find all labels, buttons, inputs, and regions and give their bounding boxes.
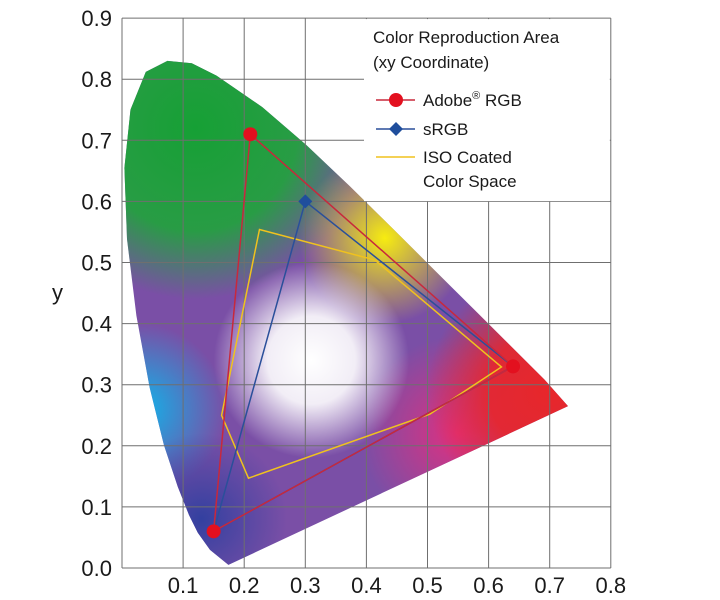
legend-title-line2: (xy Coordinate): [373, 53, 489, 72]
legend-label-adobe-rest: RGB: [480, 91, 522, 110]
legend-swatch-adobe-rgb-marker: [389, 93, 403, 107]
x-tick-label: 0.4: [351, 573, 382, 598]
series-outline-0: [212, 132, 515, 533]
legend-label-iso-line2: Color Space: [423, 172, 517, 191]
legend-label-iso-line1: ISO Coated: [423, 148, 512, 167]
x-tick-label: 0.3: [290, 573, 321, 598]
series-outline-2: [220, 228, 503, 480]
legend-item-iso-coated: ISO Coated Color Space: [376, 148, 517, 191]
y-tick-label: 0.8: [81, 67, 112, 92]
legend-box: [364, 19, 610, 202]
series-layer: [206, 127, 521, 539]
y-tick-label: 0.2: [81, 434, 112, 459]
adobe-rgb-point-2: [206, 524, 221, 539]
legend-label-srgb: sRGB: [423, 120, 468, 139]
x-tick-label: 0.7: [534, 573, 565, 598]
y-tick-label: 0.9: [81, 6, 112, 31]
adobe-rgb-point-1: [243, 127, 258, 142]
y-axis-label: y: [52, 280, 63, 305]
srgb-point-1: [298, 194, 313, 209]
y-tick-label: 0.7: [81, 128, 112, 153]
legend-item-srgb: sRGB: [376, 120, 468, 139]
locus-color-white: [213, 262, 410, 459]
x-tick-label: 0.8: [596, 573, 627, 598]
legend: Color Reproduction Area (xy Coordinate) …: [373, 28, 560, 191]
y-tick-label: 0.6: [81, 189, 112, 214]
x-tick-label: 0.1: [168, 573, 199, 598]
y-tick-label: 0.1: [81, 495, 112, 520]
legend-title-line1: Color Reproduction Area: [373, 28, 560, 47]
legend-label-adobe-rgb: Adobe® RGB: [423, 90, 522, 110]
x-tick-label: 0.5: [412, 573, 443, 598]
legend-background: [364, 19, 610, 202]
locus-color-blue: [124, 433, 287, 565]
legend-item-adobe-rgb: Adobe® RGB: [376, 90, 522, 110]
legend-label-adobe-base: Adobe: [423, 91, 472, 110]
x-tick-label: 0.6: [473, 573, 504, 598]
y-tick-label: 0.4: [81, 312, 112, 337]
legend-label-adobe-sup: ®: [472, 90, 480, 102]
tick-labels: 0.1 0.2 0.3 0.4 0.5 0.6 0.7 0.8 0.0 0.1 0.2 0.3 0.4 0…: [81, 6, 626, 598]
y-tick-label: 0.5: [81, 251, 112, 276]
adobe-rgb-point-0: [506, 359, 521, 374]
x-tick-label: 0.2: [229, 573, 260, 598]
legend-swatch-srgb-marker: [389, 122, 403, 136]
y-tick-label: 0.0: [81, 556, 112, 581]
locus-color-green: [124, 60, 367, 300]
y-tick-label: 0.3: [81, 373, 112, 398]
